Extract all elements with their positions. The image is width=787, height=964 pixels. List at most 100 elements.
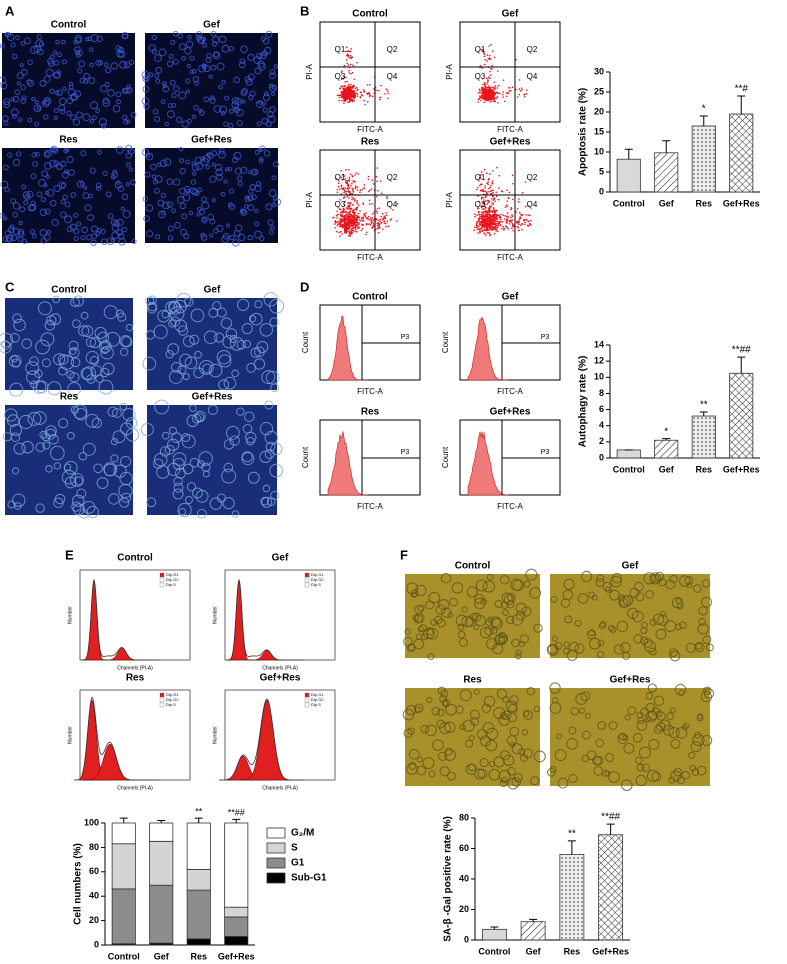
cell [697,623,709,635]
cell [259,421,274,436]
event-dot [346,53,349,56]
event-dot [482,216,484,219]
event-dot [490,93,493,96]
legend-label: S [291,843,298,854]
event-dot [484,185,487,187]
cell [472,612,482,622]
cell [440,689,449,698]
event-dot [494,225,497,227]
cell [31,152,37,158]
event-dot [519,224,522,226]
cell [166,60,174,68]
cell [172,452,187,466]
event-dot [479,176,482,179]
event-dot [376,222,378,225]
event-dot [351,211,354,214]
event-dot [350,73,352,75]
cell [191,163,200,172]
event-dot [349,94,352,97]
cell [236,407,245,416]
event-dot [350,207,352,210]
cell [621,779,633,791]
cell [262,107,268,113]
cell [182,193,191,202]
event-dot [347,202,349,204]
cell [557,777,569,789]
event-dot [350,48,353,50]
cell [479,757,489,768]
cell [189,334,200,345]
event-dot [504,225,507,227]
event-dot [479,96,482,98]
y-axis-label: Number [67,606,73,624]
cell [668,727,680,739]
event-dot [516,207,519,210]
y-axis-label: PI-A [305,64,314,80]
legend-swatch [266,827,286,839]
event-dot [347,101,350,104]
event-dot [336,94,339,97]
legend-swatch [304,692,310,698]
cell [223,121,229,127]
cell [566,649,578,661]
event-dot [338,96,341,99]
cell [233,76,240,84]
cell [270,91,276,97]
cell [438,751,448,762]
event-dot [477,101,480,103]
cell [172,85,180,93]
cell [223,376,237,390]
cell [167,235,174,241]
cell [409,748,420,760]
cell [108,493,120,505]
plot-frame [319,21,421,123]
cell [53,50,58,55]
cell [115,309,124,318]
event-dot [396,202,399,205]
event-dot [523,95,526,98]
event-dot [359,96,362,99]
cell [229,435,240,446]
event-dot [348,72,351,74]
cell [187,118,192,124]
cell [195,34,202,41]
cell [66,370,75,379]
cell [32,161,39,167]
event-dot [360,229,363,232]
cell [13,318,26,332]
cell [208,363,223,378]
event-dot [488,216,491,219]
cell [61,59,68,65]
outline [81,579,159,661]
event-dot [351,182,353,185]
panel-letter: F [400,547,408,562]
cell [259,156,264,162]
cell [240,45,248,54]
cell [42,99,50,108]
event-dot [338,231,340,234]
quadrant-label: Q2 [387,173,398,182]
cell [167,462,181,477]
event-dot [356,61,358,64]
cell [645,716,652,723]
event-dot [480,86,483,89]
plot-title: Gef+Res [490,137,531,148]
bar [598,834,624,941]
event-dot [511,225,514,228]
cell [247,234,254,241]
event-dot [366,101,369,103]
cell [509,726,520,737]
cell [110,437,119,446]
cell [564,615,573,624]
event-dot [343,191,345,194]
event-dot [484,200,487,203]
cell [413,614,423,624]
event-dot [355,214,358,217]
cell [425,724,437,737]
event-dot [484,53,486,55]
cell [200,36,207,42]
cell [90,239,97,246]
cell [64,201,71,208]
event-dot [353,90,356,93]
cell [102,170,108,176]
